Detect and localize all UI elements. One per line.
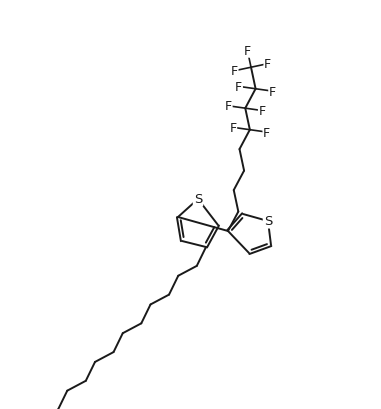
Text: F: F [231,65,238,78]
Text: F: F [225,100,232,113]
Text: F: F [259,105,266,118]
Text: S: S [264,215,272,228]
Text: F: F [264,58,271,71]
Text: F: F [235,81,242,94]
Text: S: S [194,193,202,206]
Text: F: F [244,45,251,58]
Text: F: F [269,85,276,99]
Text: F: F [229,121,237,135]
Text: F: F [263,126,270,139]
